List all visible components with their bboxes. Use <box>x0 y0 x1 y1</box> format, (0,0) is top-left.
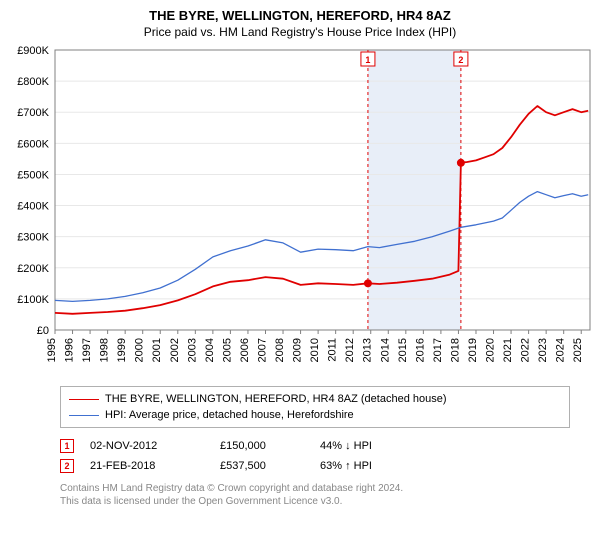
svg-text:2005: 2005 <box>221 338 233 362</box>
sale-marker-2: 2 <box>60 459 74 473</box>
sale-price-2: £537,500 <box>220 460 320 472</box>
svg-text:1996: 1996 <box>64 338 76 362</box>
svg-text:£600K: £600K <box>17 138 49 150</box>
footer-line-2: This data is licensed under the Open Gov… <box>60 495 570 508</box>
legend-row-property: THE BYRE, WELLINGTON, HEREFORD, HR4 8AZ … <box>69 391 561 407</box>
svg-text:£100K: £100K <box>17 294 49 306</box>
svg-text:£300K: £300K <box>17 232 49 244</box>
svg-text:2018: 2018 <box>449 338 461 362</box>
sale-price-1: £150,000 <box>220 440 320 452</box>
svg-text:2: 2 <box>458 55 463 65</box>
svg-text:2006: 2006 <box>239 338 251 362</box>
svg-text:2025: 2025 <box>572 338 584 362</box>
svg-text:2020: 2020 <box>485 338 497 362</box>
svg-text:2017: 2017 <box>432 338 444 362</box>
svg-text:1: 1 <box>365 55 370 65</box>
svg-text:2022: 2022 <box>520 338 532 362</box>
footer-line-1: Contains HM Land Registry data © Crown c… <box>60 482 570 495</box>
svg-text:2008: 2008 <box>274 338 286 362</box>
sale-row-1: 1 02-NOV-2012 £150,000 44% ↓ HPI <box>60 436 570 456</box>
legend-box: THE BYRE, WELLINGTON, HEREFORD, HR4 8AZ … <box>60 386 570 428</box>
svg-text:1997: 1997 <box>81 338 93 362</box>
svg-text:1998: 1998 <box>99 338 111 362</box>
sale-diff-1: 44% ↓ HPI <box>320 440 440 452</box>
legend-label-hpi: HPI: Average price, detached house, Here… <box>105 409 354 421</box>
svg-text:2003: 2003 <box>186 338 198 362</box>
svg-text:1995: 1995 <box>46 338 58 362</box>
svg-text:2004: 2004 <box>204 338 216 362</box>
sale-date-2: 21-FEB-2018 <box>90 460 220 472</box>
svg-text:£500K: £500K <box>17 169 49 181</box>
svg-text:2002: 2002 <box>169 338 181 362</box>
svg-text:2021: 2021 <box>502 338 514 362</box>
legend-swatch-hpi <box>69 415 99 416</box>
svg-text:2001: 2001 <box>151 338 163 362</box>
legend-row-hpi: HPI: Average price, detached house, Here… <box>69 407 561 423</box>
page-title: THE BYRE, WELLINGTON, HEREFORD, HR4 8AZ <box>0 0 600 23</box>
page-subtitle: Price paid vs. HM Land Registry's House … <box>0 23 600 45</box>
sale-date-1: 02-NOV-2012 <box>90 440 220 452</box>
svg-text:2011: 2011 <box>327 338 339 362</box>
legend-swatch-property <box>69 399 99 400</box>
svg-text:2016: 2016 <box>414 338 426 362</box>
chart-svg: £0 £100K £200K £300K £400K £500K £600K £700K £80… <box>0 45 600 375</box>
svg-text:2024: 2024 <box>555 338 567 362</box>
sale-diff-2: 63% ↑ HPI <box>320 460 440 472</box>
sale-marker-1: 1 <box>60 439 74 453</box>
report-container: THE BYRE, WELLINGTON, HEREFORD, HR4 8AZ … <box>0 0 600 560</box>
svg-text:2014: 2014 <box>379 338 391 362</box>
svg-text:1999: 1999 <box>116 338 128 362</box>
svg-text:2019: 2019 <box>467 338 479 362</box>
svg-text:2009: 2009 <box>292 338 304 362</box>
footer-attribution: Contains HM Land Registry data © Crown c… <box>60 482 570 508</box>
svg-text:£900K: £900K <box>17 45 49 57</box>
svg-text:2000: 2000 <box>134 338 146 362</box>
svg-text:£800K: £800K <box>17 76 49 88</box>
svg-text:2013: 2013 <box>362 338 374 362</box>
price-chart: £0 £100K £200K £300K £400K £500K £600K £700K £80… <box>0 45 600 380</box>
svg-text:£700K: £700K <box>17 107 49 119</box>
sales-table: 1 02-NOV-2012 £150,000 44% ↓ HPI 2 21-FE… <box>60 436 570 476</box>
svg-text:2012: 2012 <box>344 338 356 362</box>
svg-text:2015: 2015 <box>397 338 409 362</box>
sale-row-2: 2 21-FEB-2018 £537,500 63% ↑ HPI <box>60 456 570 476</box>
svg-text:£200K: £200K <box>17 263 49 275</box>
svg-text:£400K: £400K <box>17 201 49 213</box>
svg-text:2007: 2007 <box>256 338 268 362</box>
svg-text:£0: £0 <box>37 325 49 337</box>
svg-text:2023: 2023 <box>537 338 549 362</box>
legend-label-property: THE BYRE, WELLINGTON, HEREFORD, HR4 8AZ … <box>105 393 447 405</box>
svg-text:2010: 2010 <box>309 338 321 362</box>
